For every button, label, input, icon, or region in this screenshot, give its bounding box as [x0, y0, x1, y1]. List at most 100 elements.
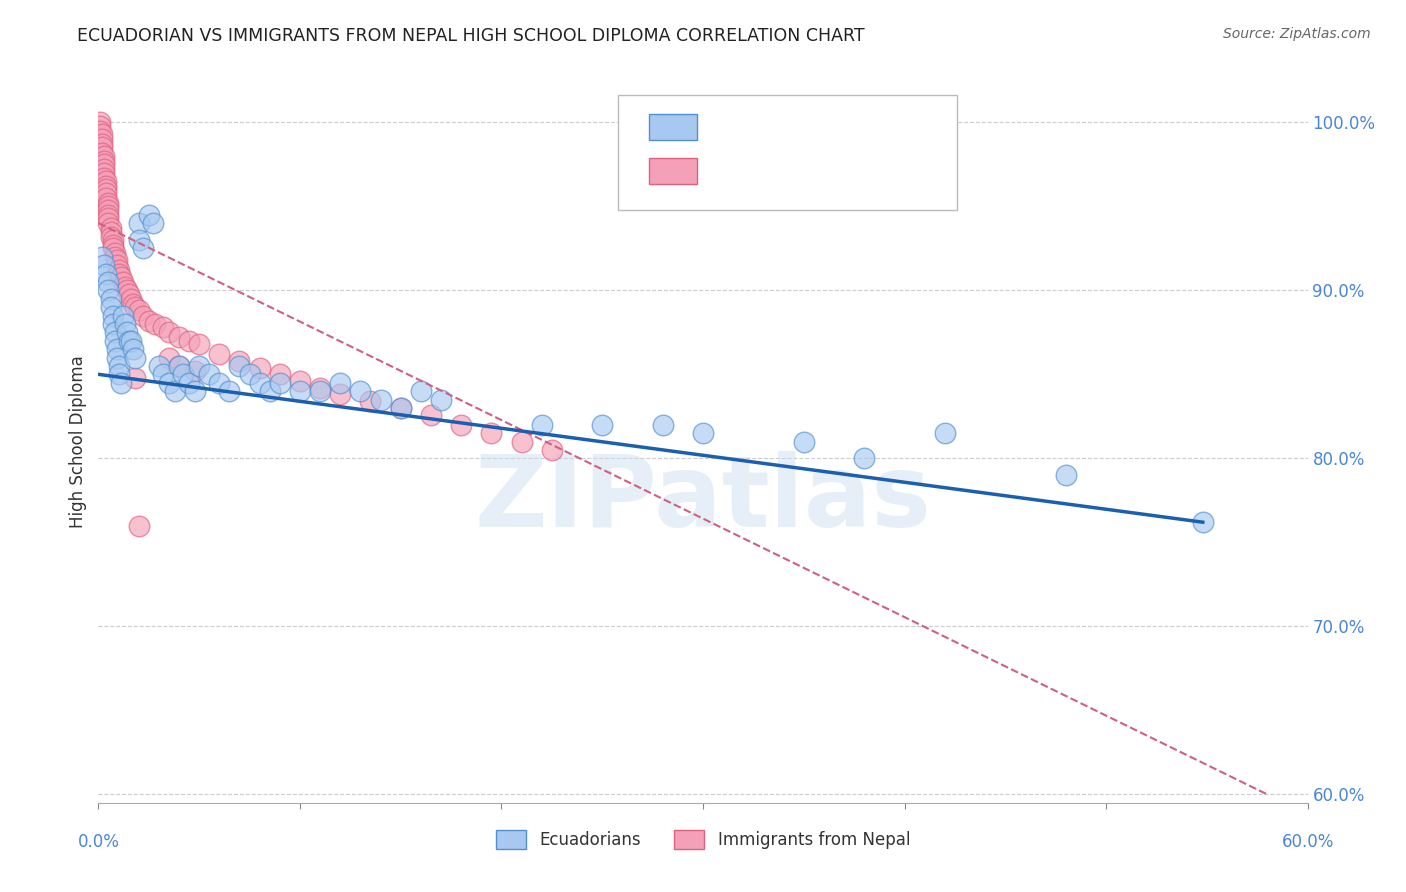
Point [107, 263, 129, 277]
Point [208, 376, 231, 390]
Point [152, 368, 174, 382]
Point [103, 334, 125, 348]
Point [89, 115, 111, 129]
Point [360, 394, 382, 409]
Point [329, 387, 352, 401]
FancyBboxPatch shape [619, 95, 957, 211]
Point [349, 384, 371, 398]
Point [188, 359, 211, 373]
Text: N = 62: N = 62 [845, 119, 908, 136]
Point [157, 376, 180, 390]
Point [114, 280, 136, 294]
Point [103, 246, 125, 260]
Point [167, 359, 190, 373]
Point [132, 309, 155, 323]
Y-axis label: High School Diploma: High School Diploma [69, 355, 87, 528]
Point [97, 202, 120, 217]
Point [100, 292, 122, 306]
Point [97, 216, 120, 230]
Point [91, 250, 114, 264]
Point [93, 258, 115, 272]
Point [692, 426, 714, 441]
Point [249, 376, 271, 390]
Point [111, 309, 134, 323]
Point [309, 381, 332, 395]
Point [107, 267, 129, 281]
Point [93, 162, 115, 177]
Point [389, 401, 412, 415]
Point [179, 376, 201, 390]
Point [96, 174, 118, 188]
Point [120, 334, 142, 348]
Point [114, 317, 136, 331]
Point [111, 275, 134, 289]
Point [91, 137, 114, 152]
Point [110, 376, 132, 390]
Point [107, 359, 129, 373]
Point [430, 392, 453, 407]
Point [97, 199, 120, 213]
Point [105, 342, 128, 356]
Point [128, 216, 150, 230]
Point [93, 170, 115, 185]
Point [93, 153, 115, 168]
Point [157, 351, 180, 365]
Point [152, 320, 174, 334]
Point [530, 417, 553, 432]
Point [128, 233, 150, 247]
Point [128, 303, 150, 318]
Point [93, 157, 115, 171]
Point [89, 124, 111, 138]
Point [101, 317, 124, 331]
Legend: Ecuadorians, Immigrants from Nepal: Ecuadorians, Immigrants from Nepal [489, 823, 917, 856]
Point [329, 376, 352, 390]
Point [138, 208, 160, 222]
Text: 0.0%: 0.0% [77, 833, 120, 851]
Point [96, 191, 118, 205]
Point [124, 300, 146, 314]
Point [105, 253, 128, 268]
Point [142, 216, 165, 230]
Point [97, 196, 120, 211]
Point [96, 182, 118, 196]
Point [100, 225, 122, 239]
Point [115, 283, 138, 297]
Point [101, 309, 124, 323]
Text: 60.0%: 60.0% [1281, 833, 1334, 851]
Point [138, 313, 160, 327]
Point [91, 145, 114, 160]
Point [132, 241, 155, 255]
Point [91, 140, 114, 154]
Point [510, 434, 533, 449]
Point [148, 359, 170, 373]
Point [97, 275, 120, 289]
Point [105, 258, 128, 272]
Text: ZIPatlas: ZIPatlas [475, 450, 931, 548]
Point [934, 426, 956, 441]
Point [97, 283, 120, 297]
Point [118, 334, 141, 348]
Point [115, 326, 138, 340]
Point [96, 179, 118, 194]
Text: R = -0.278: R = -0.278 [713, 119, 810, 136]
Point [249, 360, 271, 375]
Point [184, 384, 207, 398]
Point [389, 401, 412, 415]
Point [288, 374, 311, 388]
Point [228, 354, 250, 368]
Point [101, 241, 124, 255]
Point [128, 518, 150, 533]
Text: N = 73: N = 73 [845, 161, 908, 179]
Point [167, 359, 190, 373]
Bar [648, 114, 697, 140]
Point [198, 368, 221, 382]
Point [91, 132, 114, 146]
Point [481, 426, 503, 441]
Point [120, 292, 142, 306]
Point [124, 351, 146, 365]
Point [409, 384, 432, 398]
Point [124, 370, 146, 384]
Point [269, 376, 291, 390]
Point [100, 300, 122, 314]
Point [259, 384, 281, 398]
